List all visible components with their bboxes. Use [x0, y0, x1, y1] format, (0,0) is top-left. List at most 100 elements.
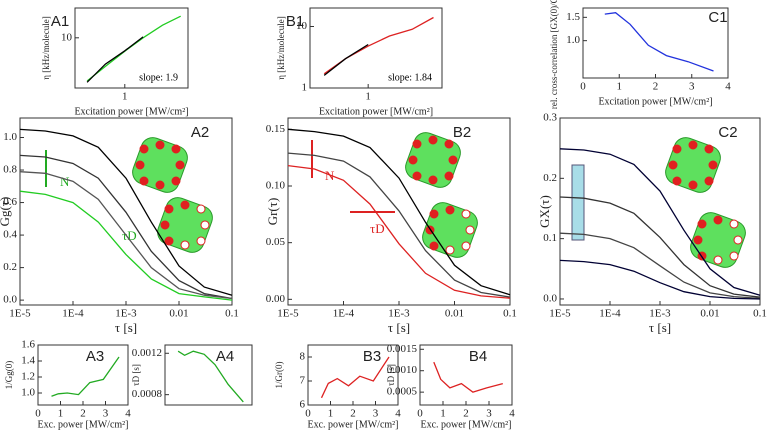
fluorophore [412, 171, 422, 181]
x-tick-label: 1E-4 [333, 308, 355, 320]
fluorophore [708, 160, 718, 170]
x-axis-label: Exc. power [MW/cm²] [37, 419, 128, 430]
arrow [571, 164, 585, 241]
series-line [19, 190, 233, 301]
fluorophore [200, 220, 210, 230]
panel-label: A1 [51, 13, 69, 30]
x-tick-label: 0 [35, 408, 41, 420]
fluorophore [160, 220, 170, 230]
fluorophore [461, 241, 471, 251]
x-tick-label: 4 [125, 408, 131, 420]
fluorophore [688, 180, 698, 190]
series-line [19, 171, 233, 300]
series-line [287, 164, 511, 299]
panel-label: A4 [216, 348, 234, 365]
fluorophore [444, 139, 454, 149]
y-tick-label: 0.2 [3, 261, 17, 273]
fluorophore [704, 176, 714, 186]
x-tick-label: 4 [395, 408, 401, 420]
fluorophore [180, 240, 190, 250]
y-tick-label: 0.10 [266, 180, 286, 192]
y-tick-label: 0.8 [3, 164, 17, 176]
series-line [323, 16, 434, 75]
x-tick-label: 1E-4 [599, 308, 621, 320]
plot-frame [74, 7, 189, 89]
plot-frame [559, 117, 761, 306]
fluorophore [196, 236, 206, 246]
x-axis-label: τ [s] [115, 320, 137, 335]
x-axis-label: Excitation power [MW/cm²] [319, 106, 433, 117]
fluorophore [713, 255, 723, 265]
series-line [559, 196, 761, 298]
fluorophore [704, 144, 714, 154]
fluorophore [672, 144, 682, 154]
y-tick-label: 0.0012 [132, 347, 162, 359]
fluorophore [733, 235, 743, 245]
series-line [19, 154, 233, 300]
y-tick-label: 0.4 [3, 229, 17, 241]
molecule-icon [405, 132, 461, 188]
series-line [323, 43, 369, 76]
y-axis-label: τD [s] [386, 364, 396, 386]
y-tick-label: 6 [300, 399, 306, 411]
fluorophore [465, 225, 475, 235]
y-axis-label: η [kHz/molecule] [41, 16, 51, 79]
fluorophore [412, 139, 422, 149]
fluorophore [164, 204, 174, 214]
y-tick-label: 0.0008 [132, 388, 163, 400]
series-line [559, 232, 761, 300]
annotation: τD [370, 221, 385, 236]
x-tick-label: 1 [58, 408, 64, 420]
fluorophore [171, 176, 181, 186]
panel-label: A3 [86, 348, 104, 365]
x-tick-label: 1E-3 [115, 308, 137, 320]
y-axis-label: 1/Gg(0) [4, 361, 14, 390]
y-tick-label: 0.05 [266, 236, 286, 248]
x-tick-label: 1E-3 [649, 308, 671, 320]
x-tick-label: 2 [350, 408, 356, 420]
y-tick-label: 0.15 [266, 123, 286, 135]
y-tick-label: 1.5 [566, 11, 580, 23]
y-tick-label: 1 [302, 82, 308, 94]
series-line [86, 36, 144, 83]
y-tick-label: 1.4 [21, 355, 35, 367]
x-axis-label: τ [s] [649, 320, 671, 335]
x-tick-label: 1 [122, 91, 128, 103]
x-tick-label: 3 [689, 81, 695, 93]
x-tick-label: 0.1 [225, 308, 239, 320]
y-tick-label: 10 [296, 20, 308, 32]
y-tick-label: 1.2 [21, 371, 35, 383]
fluorophore [445, 205, 455, 215]
y-tick-label: 0.0015 [387, 343, 418, 355]
fluorophore [139, 144, 149, 154]
fluorophore [693, 235, 703, 245]
fluorophore [697, 219, 707, 229]
annotation: slope: 1.84 [388, 72, 432, 83]
fluorophore [429, 241, 439, 251]
fluorophore [164, 236, 174, 246]
fluorophore [429, 209, 439, 219]
fluorophore [729, 219, 739, 229]
series-line [320, 356, 390, 399]
y-tick-label: 7 [300, 375, 306, 387]
fluorophore [155, 140, 165, 150]
fluorophore [135, 160, 145, 170]
fluorophore [408, 155, 418, 165]
y-tick-label: 0.0010 [387, 364, 418, 376]
molecule-icon [422, 202, 478, 258]
fluorophore [139, 176, 149, 186]
y-axis-label: GX(τ) [537, 195, 552, 228]
x-tick-label: 0 [580, 81, 586, 93]
fluorophore [444, 171, 454, 181]
annotation: τD [122, 228, 137, 243]
x-tick-label: 0.1 [753, 308, 767, 320]
series-line [177, 350, 244, 403]
plot-frame [307, 344, 399, 406]
x-tick-label: 1E-5 [9, 308, 31, 320]
x-tick-label: 0 [417, 408, 423, 420]
panel-label: B1 [286, 13, 304, 30]
x-tick-label: 0.1 [503, 308, 517, 320]
fluorophore [196, 204, 206, 214]
panel-label: C1 [708, 9, 727, 26]
series-line [287, 128, 511, 296]
